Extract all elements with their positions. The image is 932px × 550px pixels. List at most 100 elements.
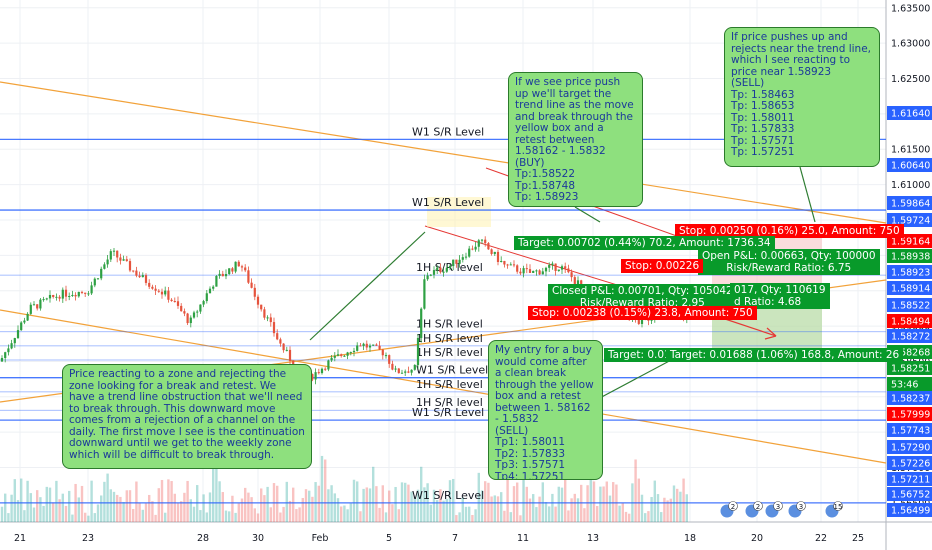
volume-bar [231,495,234,522]
volume-bar [669,498,672,522]
candle-body [365,343,368,348]
candle-body [189,317,192,324]
candle-body [68,296,71,298]
candle-body [317,372,320,374]
candle-body [311,374,314,380]
volume-bar [672,485,676,522]
candle-body [378,345,381,350]
note-sell-plan[interactable]: If price pushes up and rejects near the … [724,27,880,167]
candle-body [320,368,324,374]
candle-body [397,368,400,374]
candle-body [368,345,372,348]
trend-line-upper [0,81,887,224]
volume-bar [471,514,474,522]
volume-bar [503,510,506,522]
candle-body [500,260,503,263]
volume-bar [212,465,215,522]
time-tick-label: 28 [197,533,209,544]
position-stop-label-3: Stop: 0.00238 (0.15%) 23.8, Amount: 750 [528,306,757,320]
volume-bar [260,488,263,522]
candle-body [528,269,532,273]
candle-body [208,288,212,294]
volume-bar [202,494,205,522]
candle-body [71,294,74,297]
volume-bar [295,509,298,522]
candle-body [109,251,112,260]
volume-bar [490,496,493,522]
candle-body [564,266,567,269]
volume-bar [356,481,359,522]
event-badge-count-bg [728,501,738,511]
volume-bar [119,496,122,522]
price-tick-label: 1.62500 [891,74,930,85]
candle-body [493,251,496,254]
event-badge-count: 15 [834,503,843,511]
volume-bar [13,479,16,522]
candle-body [26,313,29,321]
volume-bar [548,506,551,522]
volume-bar [608,495,612,522]
time-tick-label: Feb [312,533,329,544]
volume-bar [90,480,93,522]
time-tick-label: 25 [852,533,864,544]
candle-body [39,299,42,309]
candle-body [244,267,247,271]
volume-bar [509,512,512,522]
candle-body [7,348,10,353]
candle-body [84,292,87,294]
volume-bar [301,497,304,522]
price-tag-label: 1.58272 [891,332,930,343]
price-tick-label: 1.61000 [891,180,930,191]
note-entry[interactable]: My entry for a buy would come after a cl… [488,340,603,480]
volume-bar [26,480,29,522]
candle-body [58,296,61,299]
volume-bar [4,493,7,522]
sr-level-label: 1H S/R level [416,378,483,391]
volume-bar [429,504,432,522]
volume-bar [247,492,250,522]
candle-body [141,275,144,278]
event-badge-count: 3 [776,503,780,511]
note-buy-plan[interactable]: If we see price push up we'll target the… [508,72,643,207]
volume-bar [647,511,650,522]
event-badge-count-bg [833,501,843,511]
volume-bar [189,499,192,522]
candle-body [330,357,333,361]
candle-body [640,317,644,324]
volume-bar [544,502,548,522]
volume-bar [61,493,64,522]
candle-body [384,355,388,357]
volume-bar [68,490,71,522]
volume-bar [135,481,138,522]
volume-bar [413,496,416,522]
candle-body [512,264,516,266]
price-tag-label: 1.58251 [891,364,930,375]
candle-body [90,285,93,294]
note-analysis[interactable]: Price reacting to a zone and rejecting t… [62,364,312,469]
price-tag-label: 1.57226 [891,459,930,470]
volume-bar [240,498,244,522]
volume-bar [612,482,615,522]
candle-body [474,246,477,250]
candle-body [458,259,461,264]
candle-body [439,267,442,273]
candle-body [327,360,330,370]
candle-body [167,290,170,300]
position-stop-label-2: Stop: 0.00226 [621,259,704,273]
volume-bar [528,498,532,522]
volume-bar [666,500,669,522]
volume-bar [71,514,74,522]
volume-bar [58,499,61,522]
volume-bar [439,489,442,522]
volume-bar [269,507,272,522]
volume-bar [122,501,125,522]
candle-body [359,345,362,347]
volume-bar [183,492,186,522]
event-badge-count-bg [773,501,783,511]
candle-body [503,260,506,265]
candle-body [532,270,535,273]
price-tag-label: 1.58522 [891,301,930,312]
volume-bar [596,506,599,522]
volume-bar [637,478,640,522]
volume-bar [621,503,624,522]
